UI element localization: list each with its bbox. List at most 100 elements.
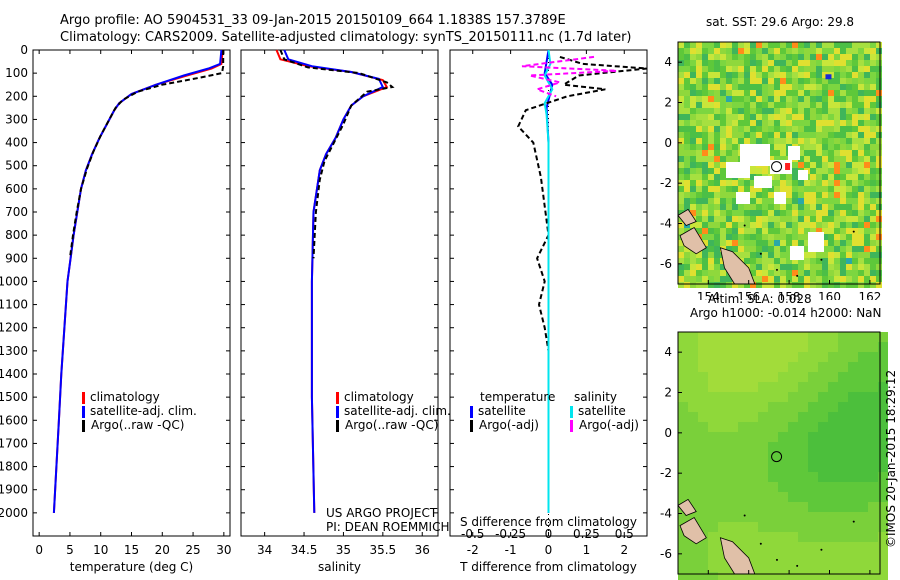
- map-cell: [720, 48, 726, 54]
- map-cell: [868, 572, 878, 580]
- map-cell: [878, 412, 888, 422]
- map-cell: [868, 542, 878, 552]
- map-cell: [816, 174, 822, 180]
- map-cell: [878, 472, 888, 482]
- map-cell: [732, 198, 738, 204]
- map-cell: [852, 126, 858, 132]
- map-cell: [750, 168, 756, 174]
- map-cell: [792, 210, 798, 216]
- map-cell: [684, 264, 690, 270]
- map-cell: [750, 114, 756, 120]
- map-cell: [816, 204, 822, 210]
- map-cell: [748, 542, 758, 552]
- map-cell: [718, 452, 728, 462]
- map-cell: [732, 114, 738, 120]
- map-cell: [858, 96, 864, 102]
- map-cell: [738, 240, 744, 246]
- map-cell: [688, 482, 698, 492]
- map-cell: [864, 276, 870, 282]
- map-cell: [738, 216, 744, 222]
- map-cell: [846, 102, 852, 108]
- map-cell: [678, 552, 688, 562]
- map-cell: [774, 234, 780, 240]
- map-cell: [822, 150, 828, 156]
- map-cell: [678, 342, 688, 352]
- map-cell: [810, 144, 816, 150]
- t-argo-swatch: [470, 419, 476, 432]
- map-cell: [804, 180, 810, 186]
- map-cell: [768, 252, 774, 258]
- map-cell: [786, 78, 792, 84]
- map-cell: [744, 78, 750, 84]
- map-cell: [778, 402, 788, 412]
- map-cell: [798, 264, 804, 270]
- map-cell: [868, 372, 878, 382]
- map-cell: [678, 168, 684, 174]
- map-cell: [834, 216, 840, 222]
- map-cell: [848, 392, 858, 402]
- map-cell: [726, 54, 732, 60]
- map-cell: [828, 216, 834, 222]
- map-cell: [762, 42, 768, 48]
- map-cell: [786, 126, 792, 132]
- map-cell: [756, 72, 762, 78]
- map-cell: [698, 502, 708, 512]
- map-cell: [852, 228, 858, 234]
- map-cell: [708, 138, 714, 144]
- map-cell: [864, 150, 870, 156]
- map-cell: [758, 522, 768, 532]
- map-cell: [870, 210, 876, 216]
- map-cell: [846, 240, 852, 246]
- map-cell: [828, 96, 834, 102]
- map-cell: [848, 332, 858, 342]
- map-cell: [744, 234, 750, 240]
- map-cell: [696, 132, 702, 138]
- map-cell: [816, 180, 822, 186]
- map-cell: [822, 276, 828, 282]
- map-cell: [698, 482, 708, 492]
- map-cell: [702, 78, 708, 84]
- map-cell: [762, 222, 768, 228]
- map-cell: [852, 66, 858, 72]
- missing-data-patch: [788, 146, 800, 160]
- map-cell: [726, 234, 732, 240]
- map-cell: [762, 66, 768, 72]
- map-cell: [714, 144, 720, 150]
- map-cell: [838, 512, 848, 522]
- map-cell: [798, 42, 804, 48]
- map-cell: [868, 512, 878, 522]
- map-cell: [840, 186, 846, 192]
- map-cell: [738, 114, 744, 120]
- map-cell: [804, 198, 810, 204]
- map-cell: [768, 234, 774, 240]
- map-cell: [846, 282, 852, 288]
- map-cell: [792, 138, 798, 144]
- map-cell: [678, 392, 688, 402]
- map-cell: [868, 382, 878, 392]
- map-cell: [696, 90, 702, 96]
- map-cell: [768, 258, 774, 264]
- map-cell: [750, 216, 756, 222]
- map-cell: [798, 72, 804, 78]
- map-cell: [816, 264, 822, 270]
- map-cell: [758, 402, 768, 412]
- map-cell: [726, 180, 732, 186]
- map-cell: [738, 252, 744, 258]
- map-cell: [792, 60, 798, 66]
- map-cell: [684, 174, 690, 180]
- x-tick-label: 162: [858, 290, 881, 300]
- map-cell: [678, 246, 684, 252]
- temperature-profile-chart: 0100200300400500600700800900100011001200…: [0, 43, 231, 574]
- map-cell: [714, 174, 720, 180]
- map-cell: [804, 240, 810, 246]
- map-cell: [868, 412, 878, 422]
- map-cell: [786, 192, 792, 198]
- map-cell: [816, 60, 822, 66]
- map-cell: [834, 180, 840, 186]
- map-cell: [714, 258, 720, 264]
- map-cell: [720, 90, 726, 96]
- map-cell: [690, 258, 696, 264]
- map-cell: [698, 492, 708, 502]
- map-cell: [798, 54, 804, 60]
- map-cell: [828, 264, 834, 270]
